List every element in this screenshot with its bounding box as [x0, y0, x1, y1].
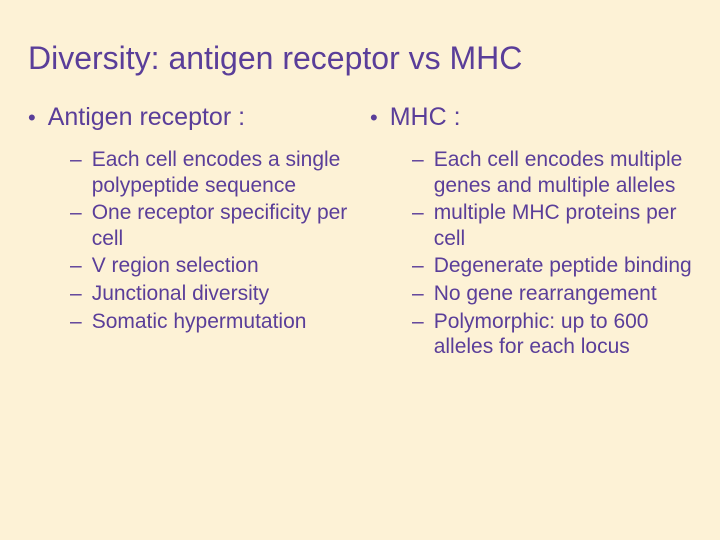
- left-sub-list: –Each cell encodes a single polypeptide …: [28, 147, 350, 334]
- list-item: –One receptor specificity per cell: [70, 200, 350, 251]
- list-item: –Each cell encodes a single polypeptide …: [70, 147, 350, 198]
- slide-title: Diversity: antigen receptor vs MHC: [28, 40, 692, 77]
- dash-icon: –: [70, 309, 82, 335]
- list-item-text: Each cell encodes multiple genes and mul…: [434, 147, 692, 198]
- list-item-text: Somatic hypermutation: [92, 309, 350, 335]
- bullet-dot-icon: •: [370, 103, 378, 133]
- right-heading: MHC :: [390, 103, 461, 132]
- list-item-text: No gene rearrangement: [434, 281, 692, 307]
- list-item: –Polymorphic: up to 600 alleles for each…: [412, 309, 692, 360]
- dash-icon: –: [412, 309, 424, 335]
- right-column: • MHC : –Each cell encodes multiple gene…: [370, 103, 692, 362]
- left-column: • Antigen receptor : –Each cell encodes …: [28, 103, 350, 362]
- right-sub-list: –Each cell encodes multiple genes and mu…: [370, 147, 692, 360]
- dash-icon: –: [412, 147, 424, 173]
- list-item-text: Junctional diversity: [92, 281, 350, 307]
- list-item-text: V region selection: [92, 253, 350, 279]
- dash-icon: –: [70, 147, 82, 173]
- dash-icon: –: [70, 253, 82, 279]
- list-item-text: Degenerate peptide binding: [434, 253, 692, 279]
- list-item-text: multiple MHC proteins per cell: [434, 200, 692, 251]
- list-item: –No gene rearrangement: [412, 281, 692, 307]
- dash-icon: –: [412, 200, 424, 226]
- dash-icon: –: [412, 281, 424, 307]
- list-item-text: One receptor specificity per cell: [92, 200, 350, 251]
- list-item-text: Each cell encodes a single polypeptide s…: [92, 147, 350, 198]
- dash-icon: –: [412, 253, 424, 279]
- dash-icon: –: [70, 281, 82, 307]
- list-item: –Each cell encodes multiple genes and mu…: [412, 147, 692, 198]
- list-item: –V region selection: [70, 253, 350, 279]
- list-item: –Junctional diversity: [70, 281, 350, 307]
- right-heading-row: • MHC :: [370, 103, 692, 133]
- list-item: –Degenerate peptide binding: [412, 253, 692, 279]
- list-item: –Somatic hypermutation: [70, 309, 350, 335]
- dash-icon: –: [70, 200, 82, 226]
- list-item: –multiple MHC proteins per cell: [412, 200, 692, 251]
- bullet-dot-icon: •: [28, 103, 36, 133]
- left-heading: Antigen receptor :: [48, 103, 245, 132]
- list-item-text: Polymorphic: up to 600 alleles for each …: [434, 309, 692, 360]
- two-column-layout: • Antigen receptor : –Each cell encodes …: [28, 103, 692, 362]
- left-heading-row: • Antigen receptor :: [28, 103, 350, 133]
